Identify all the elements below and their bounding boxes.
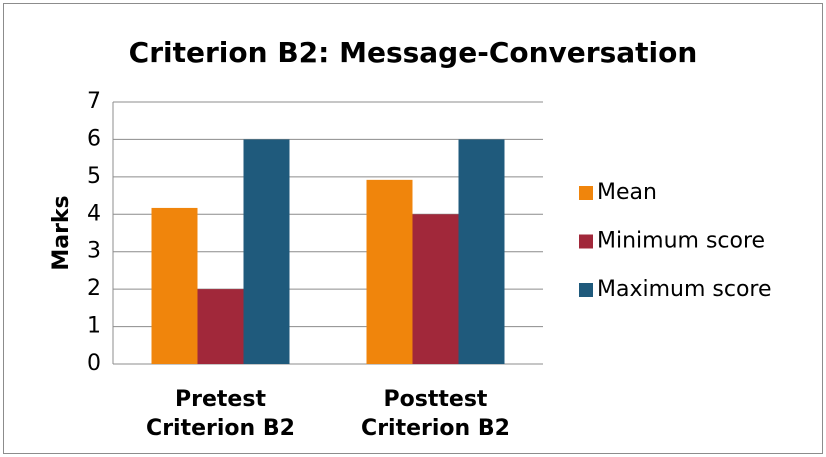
y-tick-label: 1	[87, 314, 101, 339]
y-tick-label: 5	[87, 164, 101, 189]
bar	[151, 207, 198, 364]
bar	[458, 139, 505, 364]
y-tick-label: 0	[87, 351, 101, 376]
legend-label: Maximum score	[597, 277, 772, 302]
y-tick-label: 2	[87, 276, 101, 301]
chart-title: Criterion B2: Message-Conversation	[129, 36, 698, 69]
x-tick-label: Criterion B2	[361, 416, 510, 441]
x-tick-label: Posttest	[384, 387, 488, 412]
x-tick-label: Criterion B2	[146, 416, 295, 441]
legend-swatch	[579, 234, 593, 249]
y-axis-label: Marks	[49, 195, 74, 270]
y-tick-label: 3	[87, 239, 101, 264]
legend-label: Minimum score	[597, 229, 765, 254]
legend-swatch	[579, 186, 593, 200]
legend-label: Mean	[597, 180, 657, 205]
bar	[412, 214, 459, 364]
x-tick-label: Pretest	[175, 387, 266, 412]
bar	[243, 139, 290, 364]
y-tick-label: 4	[87, 201, 101, 226]
y-tick-label: 7	[87, 89, 101, 114]
legend-swatch	[579, 283, 593, 297]
y-tick-label: 6	[87, 126, 101, 151]
bar	[197, 289, 244, 364]
bar	[366, 179, 413, 364]
